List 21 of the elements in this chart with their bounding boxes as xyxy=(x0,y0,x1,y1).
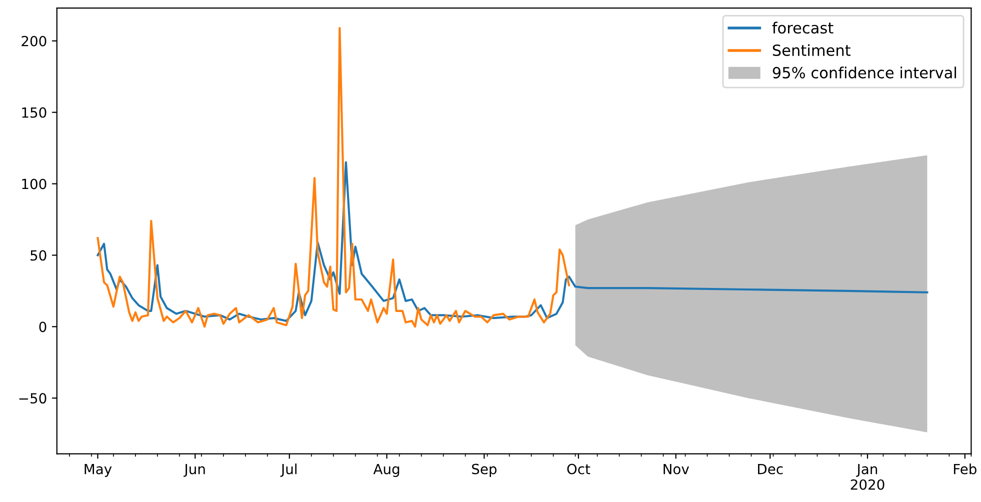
y-tick-label: 100 xyxy=(22,178,46,190)
x-tick-label: Jan 2020 xyxy=(850,464,884,490)
y-tick-label: 0 xyxy=(39,322,46,332)
x-tick-label: Sep xyxy=(472,464,497,477)
legend-label: Sentiment xyxy=(772,44,850,56)
x-tick-label: Jun xyxy=(184,464,205,477)
y-tick-label: 150 xyxy=(22,107,46,118)
x-tick-label: Oct xyxy=(567,464,590,474)
x-tick-label: Aug xyxy=(373,464,400,477)
x-tick-label: Feb xyxy=(954,464,976,474)
line-series xyxy=(96,161,928,322)
x-tick-label: Nov xyxy=(664,464,689,474)
line-series xyxy=(96,26,570,328)
y-tick-label: 200 xyxy=(22,36,46,46)
annotation: 95% confidence interval xyxy=(772,66,956,78)
legend-label: forecast xyxy=(772,22,834,34)
x-tick-label: Jul xyxy=(280,464,296,477)
y-tick-label: −50 xyxy=(19,393,46,404)
x-tick-label: Dec xyxy=(758,464,783,474)
x-tick-label: May xyxy=(84,464,112,477)
y-tick-label: 50 xyxy=(30,250,46,261)
